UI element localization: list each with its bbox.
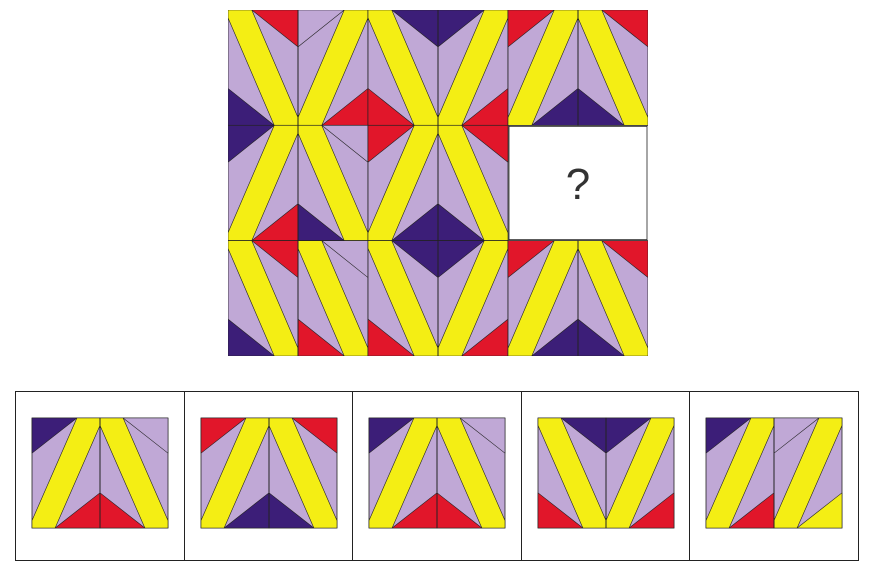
- grid-cell-3-3-left-top-triangle: [507, 240, 555, 278]
- option-4[interactable]: [520, 392, 690, 560]
- grid-cell-1-3-left-top-triangle: [507, 9, 555, 48]
- option-1-cell-left-top-triangle: [31, 417, 78, 454]
- option-3-cell-right-top-triangle: [460, 417, 506, 454]
- grid-cell-2-2-right-top-triangle: [461, 125, 509, 163]
- option-5[interactable]: [689, 392, 858, 560]
- option-5-cell-right-bottom-triangle: [797, 492, 843, 529]
- grid-cell-2-1-left-top-triangle: [227, 125, 275, 163]
- option-4-cell-left-bottom-triangle: [537, 492, 583, 529]
- option-4-pattern: [537, 417, 675, 529]
- answer-options: [15, 391, 859, 561]
- option-2-cell-right-top-triangle: [291, 417, 337, 454]
- option-3-cell-left-top-triangle: [368, 417, 415, 454]
- option-1[interactable]: [16, 392, 184, 560]
- option-2[interactable]: [183, 392, 353, 560]
- puzzle-grid: ?: [227, 9, 649, 357]
- option-1-cell-right-top-triangle: [122, 417, 169, 454]
- option-3-pattern: [368, 417, 506, 529]
- grid-cell-3-2-left-bottom-triangle: [367, 318, 415, 357]
- grid-cell-3-1-left-bottom-triangle: [227, 318, 275, 357]
- option-5-pattern: [705, 417, 843, 529]
- puzzle-matrix: ?: [227, 9, 649, 357]
- missing-cell-question-mark: ?: [566, 160, 590, 209]
- option-5-cell-left-top-triangle: [706, 417, 752, 454]
- missing-cell: [508, 125, 648, 241]
- grid-cell-2-2-left-top-triangle: [367, 125, 415, 163]
- option-3[interactable]: [352, 392, 521, 560]
- option-1-pattern: [31, 417, 169, 529]
- option-2-pattern: [200, 417, 337, 529]
- option-2-cell-left-top-triangle: [200, 417, 246, 454]
- option-4-cell-right-bottom-triangle: [628, 492, 675, 529]
